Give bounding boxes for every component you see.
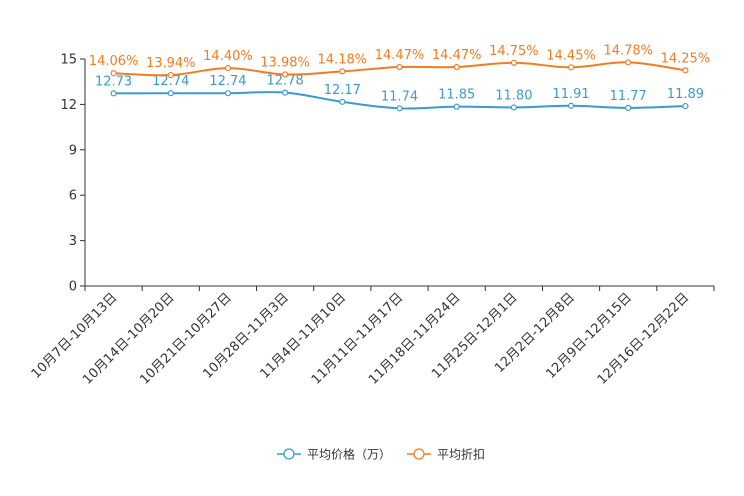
data-point[interactable] <box>224 64 232 72</box>
y-tick-label: 15 <box>60 53 77 68</box>
data-label: 11.89 <box>667 87 704 102</box>
data-point[interactable] <box>567 102 575 109</box>
y-tick-label: 9 <box>69 143 77 158</box>
y-tick-label: 6 <box>69 189 77 204</box>
data-point[interactable] <box>110 90 117 97</box>
data-label: 14.75% <box>489 44 539 59</box>
data-point[interactable] <box>567 64 575 71</box>
data-label: 11.91 <box>552 87 589 102</box>
data-point[interactable] <box>339 98 346 105</box>
data-label: 12.78 <box>267 74 304 89</box>
data-point[interactable] <box>625 104 632 111</box>
y-tick-label: 12 <box>60 98 77 113</box>
data-point[interactable] <box>510 59 517 66</box>
data-point[interactable] <box>167 90 174 97</box>
data-point[interactable] <box>453 63 460 71</box>
data-label: 14.47% <box>432 48 482 63</box>
data-point[interactable] <box>282 89 289 96</box>
data-label: 13.94% <box>146 56 196 71</box>
data-label: 14.06% <box>89 54 139 69</box>
data-label: 12.74 <box>209 74 246 89</box>
data-label: 12.74 <box>152 74 189 89</box>
data-label: 11.77 <box>610 89 647 104</box>
data-label: 14.40% <box>203 49 253 64</box>
y-tick-label: 0 <box>69 280 77 295</box>
data-label: 12.17 <box>324 83 361 98</box>
data-point[interactable] <box>682 67 689 74</box>
data-point[interactable] <box>282 71 289 78</box>
data-label: 13.98% <box>260 55 310 70</box>
legend-label[interactable]: 平均价格（万） <box>307 447 391 462</box>
data-label: 14.45% <box>546 48 596 63</box>
data-label: 14.18% <box>318 52 368 67</box>
legend-label[interactable]: 平均折扣 <box>437 447 485 462</box>
data-point[interactable] <box>167 71 174 79</box>
data-label: 14.47% <box>375 48 425 63</box>
data-label: 14.78% <box>603 43 653 58</box>
data-point[interactable] <box>110 70 117 77</box>
legend-marker-icon[interactable] <box>283 448 295 460</box>
data-point[interactable] <box>510 104 517 111</box>
data-label: 12.73 <box>95 74 132 89</box>
data-point[interactable] <box>224 90 232 97</box>
data-point[interactable] <box>682 102 689 110</box>
legend-marker-icon[interactable] <box>413 448 425 460</box>
data-label: 11.85 <box>438 88 475 103</box>
data-label: 11.74 <box>381 89 418 104</box>
data-point[interactable] <box>396 105 403 112</box>
data-point[interactable] <box>453 103 460 110</box>
data-label: 14.25% <box>661 51 711 66</box>
data-label: 11.80 <box>495 88 532 103</box>
data-point[interactable] <box>625 59 632 66</box>
data-point[interactable] <box>339 68 346 75</box>
y-tick-label: 3 <box>69 234 77 249</box>
data-point[interactable] <box>396 63 403 71</box>
